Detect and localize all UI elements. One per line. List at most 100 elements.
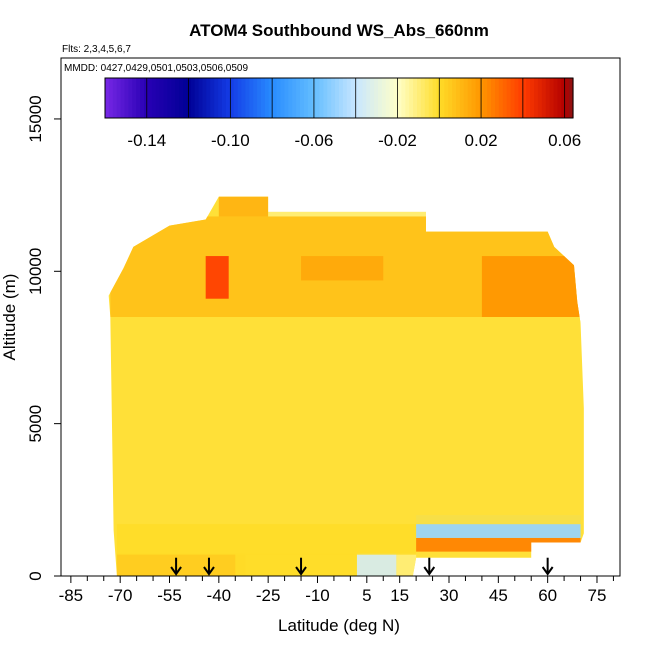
colorbar-swatch xyxy=(385,78,391,118)
colorbar-swatch xyxy=(467,78,473,118)
x-tick-label: -85 xyxy=(59,586,84,605)
colorbar-swatch xyxy=(374,78,379,118)
y-tick-label: 15000 xyxy=(26,95,45,142)
x-tick-label: 45 xyxy=(489,586,508,605)
x-axis-label: Latitude (deg N) xyxy=(278,616,400,635)
colorbar-swatch xyxy=(272,78,278,118)
y-tick-label: 0 xyxy=(26,571,45,580)
heatmap-cell xyxy=(396,553,417,576)
colorbar-swatch xyxy=(202,78,207,118)
colorbar-swatch xyxy=(401,78,406,118)
flight-marker-arrow xyxy=(541,557,554,576)
colorbar-swatch xyxy=(370,78,375,118)
x-tick-label: 30 xyxy=(440,586,459,605)
colorbar-swatch xyxy=(218,78,223,118)
colorbar-swatch xyxy=(409,78,414,118)
colorbar-swatch xyxy=(233,78,239,118)
colorbar-swatch xyxy=(561,78,566,118)
heatmap-cell xyxy=(481,256,581,317)
colorbar-swatch xyxy=(214,78,219,118)
colorbar-swatch xyxy=(514,78,519,118)
colorbar-swatch xyxy=(440,78,445,118)
flights-note: Flts: 2,3,4,5,6,7 xyxy=(62,44,131,55)
colorbar-swatch xyxy=(362,78,367,118)
colorbar-swatch xyxy=(463,78,469,118)
colorbar-swatch xyxy=(108,78,114,118)
colorbar-tick-label: -0.06 xyxy=(295,131,334,150)
colorbar-swatch xyxy=(183,78,188,118)
plot-area xyxy=(108,196,584,576)
colorbar-swatch xyxy=(194,78,200,118)
colorbar-swatch xyxy=(378,78,383,118)
colorbar-tick-labels: -0.14 -0.10 -0.06 -0.02 0.02 0.06 xyxy=(127,131,581,150)
colorbar-swatch xyxy=(105,78,110,118)
colorbar-swatch xyxy=(237,78,243,118)
colorbar-swatch xyxy=(569,78,574,118)
flight-markers xyxy=(170,557,554,576)
heatmap-cell xyxy=(416,537,581,552)
colorbar-swatch xyxy=(350,78,356,118)
colorbar-swatch xyxy=(545,78,551,118)
colorbar-swatch xyxy=(413,78,418,118)
colorbar-swatch xyxy=(225,78,231,118)
colorbar-swatch xyxy=(502,78,508,118)
colorbar-swatch xyxy=(206,78,211,118)
colorbar-swatch xyxy=(346,78,352,118)
colorbar-swatch xyxy=(120,78,126,118)
y-tick-label: 5000 xyxy=(26,405,45,443)
colorbar-swatch xyxy=(358,78,363,118)
colorbar-swatch xyxy=(284,78,289,118)
colorbar-swatch xyxy=(323,78,328,118)
colorbar-swatch xyxy=(405,78,410,118)
colorbar-tick-label: -0.10 xyxy=(211,131,250,150)
colorbar-swatch xyxy=(432,78,438,118)
x-tick-label: 75 xyxy=(588,586,607,605)
colorbar-swatch xyxy=(522,78,527,118)
colorbar-swatch xyxy=(475,78,480,118)
colorbar-swatch xyxy=(459,78,465,118)
colorbar-tick-label: -0.14 xyxy=(127,131,166,150)
heatmap-cell xyxy=(218,196,269,217)
heatmap-cell xyxy=(205,256,229,299)
colorbar-swatch xyxy=(159,78,165,118)
colorbar-swatch xyxy=(300,78,305,118)
colorbar-swatch xyxy=(257,78,262,118)
colorbar-swatch xyxy=(483,78,488,118)
colorbar-swatch xyxy=(155,78,161,118)
y-axis-label: Altitude (m) xyxy=(0,274,19,361)
colorbar-swatch xyxy=(456,78,461,118)
colorbar-swatch xyxy=(506,78,512,118)
colorbar-swatch xyxy=(163,78,168,118)
heatmap-cell xyxy=(301,256,384,281)
colorbar-swatch xyxy=(452,78,457,118)
colorbar-swatch xyxy=(151,78,157,118)
colorbar-swatch xyxy=(510,78,516,118)
heatmap-cell xyxy=(116,553,246,576)
colorbar-swatch xyxy=(420,78,426,118)
colorbar-swatch xyxy=(487,78,492,118)
colorbar-swatch xyxy=(186,78,192,118)
colorbar-swatch xyxy=(491,78,496,118)
colorbar-swatch xyxy=(222,78,227,118)
flight-marker-arrow xyxy=(423,557,436,576)
x-tick-label: -25 xyxy=(256,586,281,605)
heatmap-cell xyxy=(356,553,397,576)
colorbar-swatch xyxy=(241,78,246,118)
colorbar-swatch xyxy=(327,78,332,118)
heatmap-cell xyxy=(268,211,433,217)
colorbar-swatch xyxy=(261,78,266,118)
colorbar-swatch xyxy=(288,78,293,118)
flight-marker-arrow xyxy=(203,557,215,576)
x-tick-label: -10 xyxy=(305,586,330,605)
y-axis: 0 5000 10000 15000 xyxy=(26,95,61,581)
colorbar-swatch xyxy=(471,78,477,118)
colorbar-swatch xyxy=(249,78,254,118)
colorbar-swatch xyxy=(190,78,196,118)
flight-marker-arrow xyxy=(170,557,182,576)
colorbar-swatch xyxy=(144,78,149,118)
x-tick-label: -40 xyxy=(207,586,232,605)
colorbar-swatch xyxy=(557,78,562,118)
colorbar-swatch xyxy=(339,78,344,118)
colorbar-swatch xyxy=(381,78,387,118)
